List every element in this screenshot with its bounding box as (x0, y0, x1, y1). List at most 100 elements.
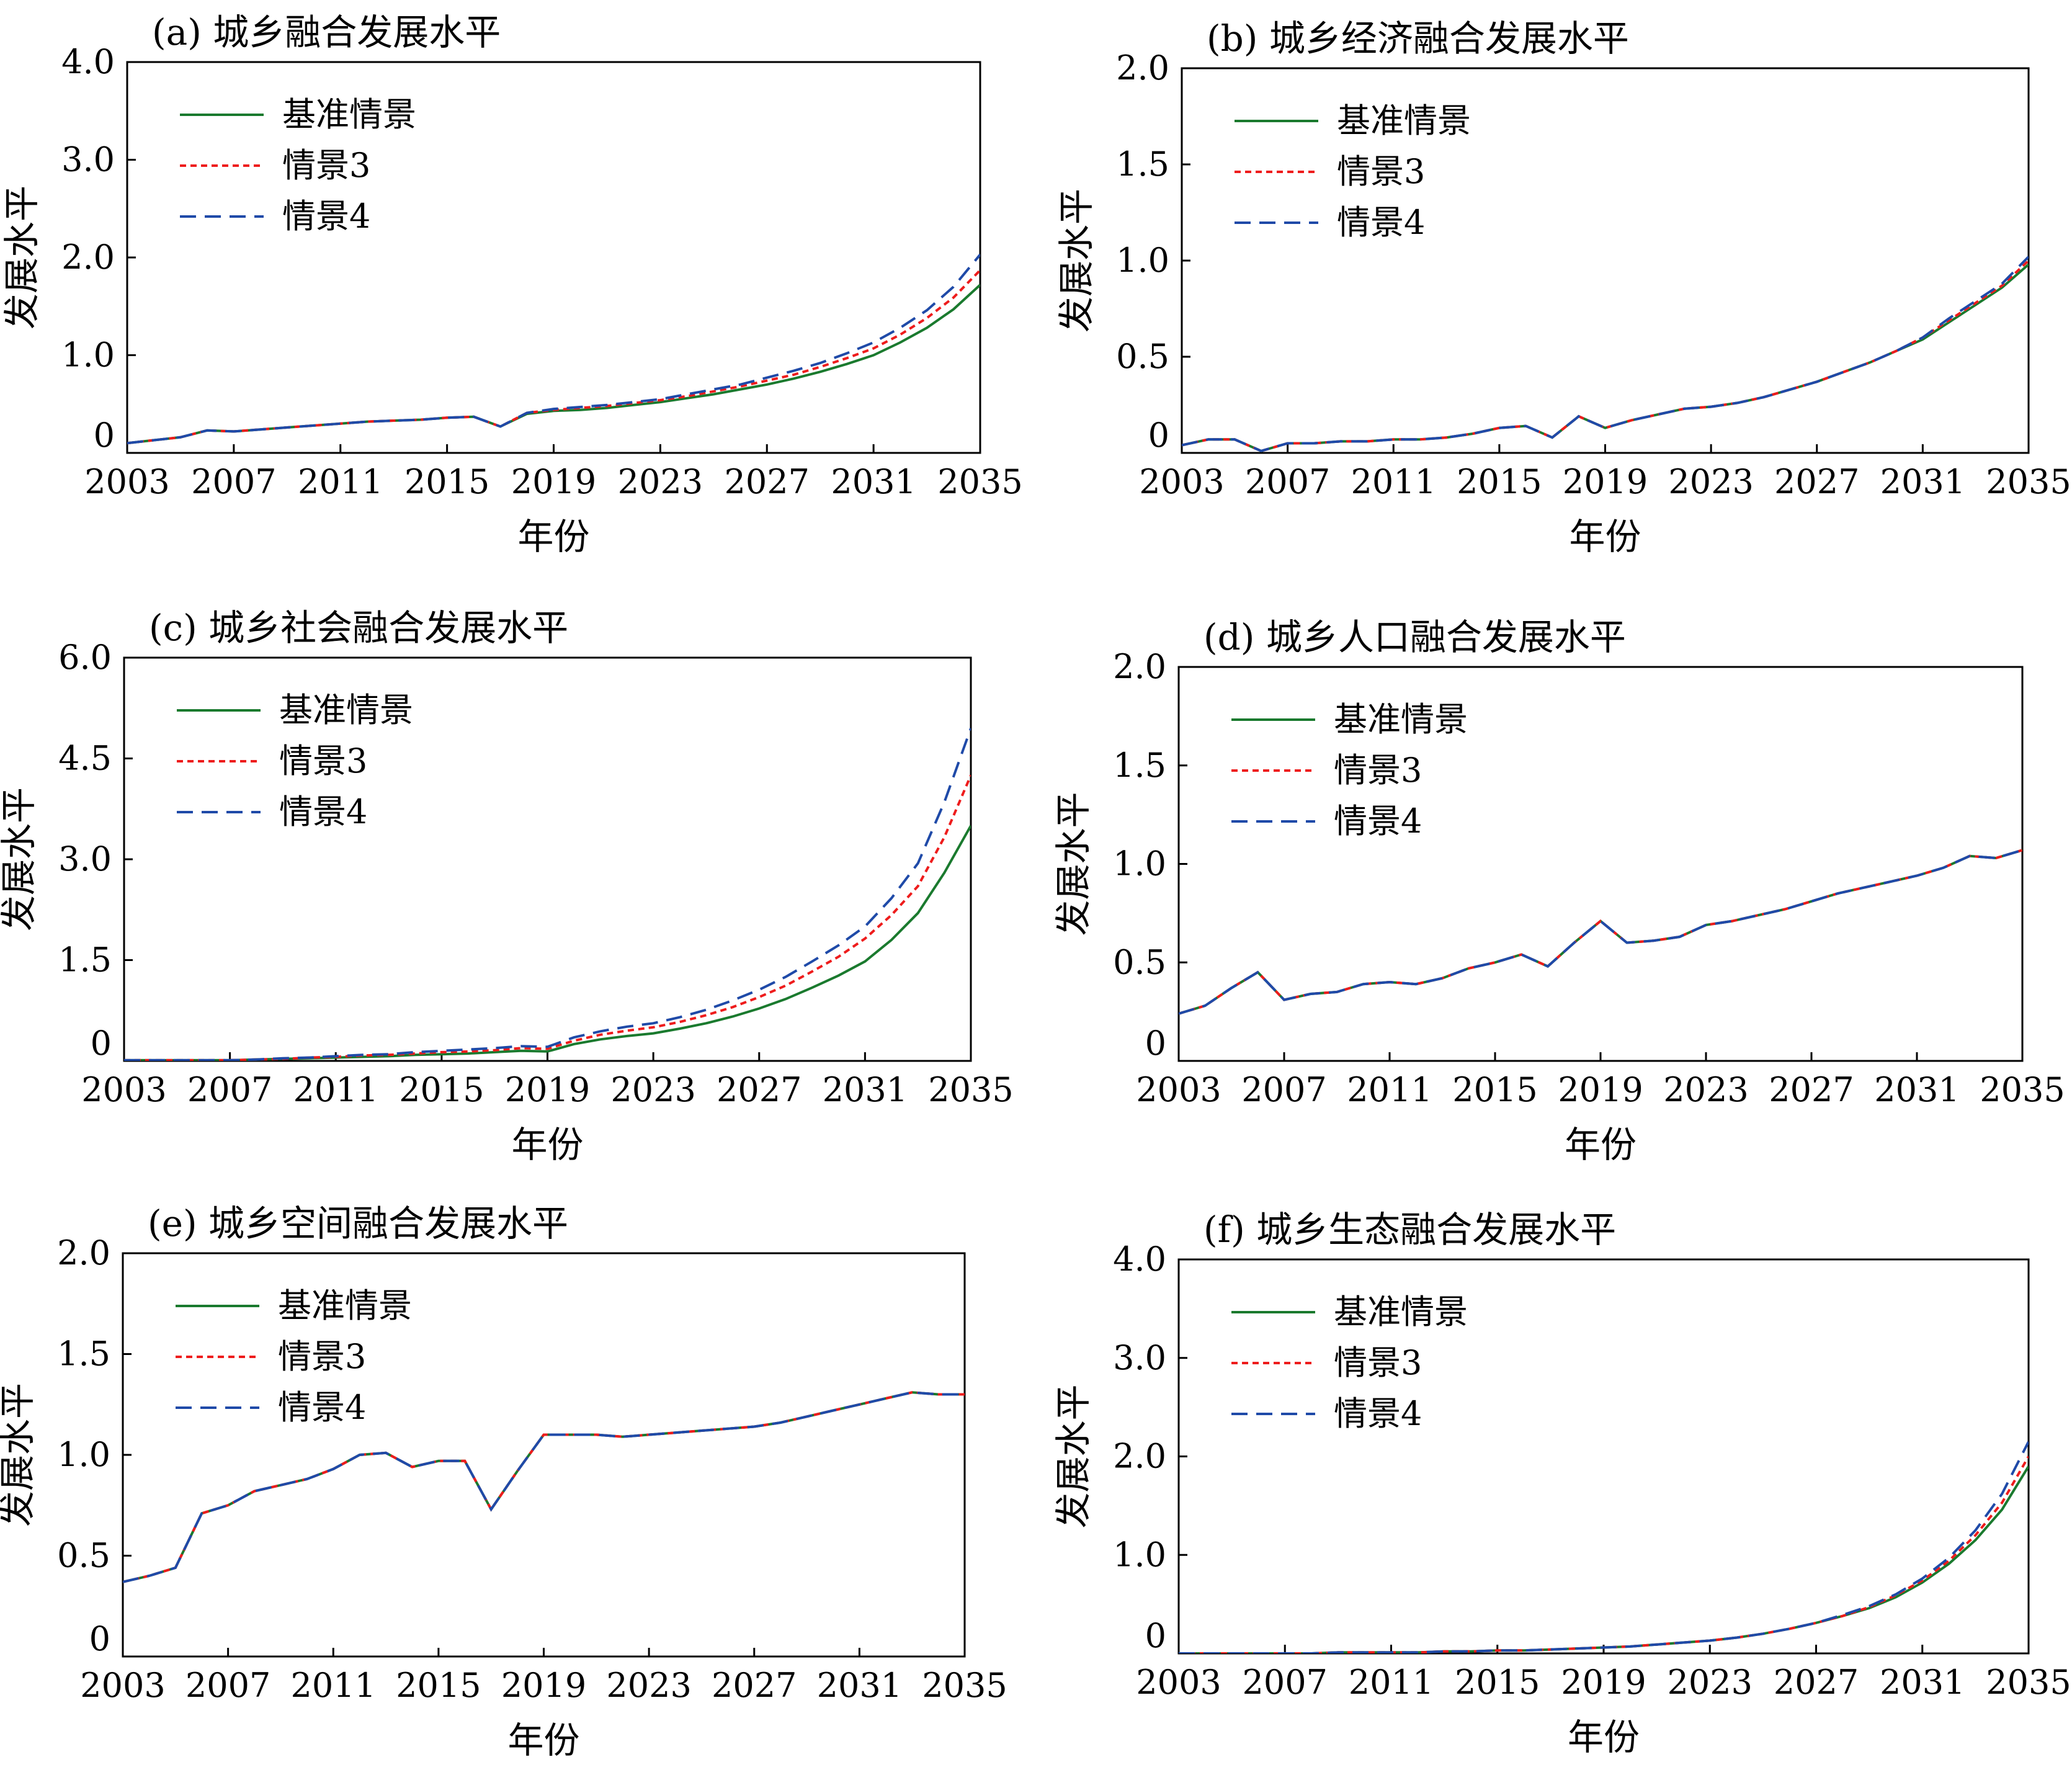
chart-panel: (b) 城乡经济融合发展水平 2003 2007 2011 2015 2019 2023 20… (1055, 17, 2071, 558)
x-tick-label: 2019 (1561, 1663, 1646, 1702)
series-line (1179, 849, 2022, 1015)
x-tick-label: 2003 (1136, 1070, 1221, 1109)
x-tick-label: 2003 (80, 1666, 165, 1705)
legend-label: 情景3 (278, 1337, 366, 1376)
x-tick-label: 2031 (823, 1070, 908, 1109)
x-tick-label: 2027 (1774, 1663, 1859, 1702)
legend-label: 情景4 (282, 197, 370, 236)
y-tick-label: 2.0 (57, 1233, 110, 1272)
y-tick-label: 4.0 (61, 42, 115, 81)
y-tick-label: 3.0 (58, 839, 112, 879)
plot-frame (123, 656, 972, 1062)
plot-frame (1177, 666, 2024, 1062)
y-tick-label: 1.5 (58, 941, 112, 980)
y-axis-title: 发展水平 (1, 186, 43, 329)
x-tick-label: 2019 (511, 462, 596, 501)
x-tick-label: 2007 (185, 1666, 270, 1705)
x-tick-label: 2019 (501, 1666, 586, 1705)
x-axis-title: 年份 (517, 516, 589, 558)
x-axis-title: 年份 (1565, 1124, 1637, 1166)
x-tick-label: 2023 (606, 1666, 691, 1705)
x-tick-label: 2007 (1245, 462, 1330, 501)
x-tick-label: 2023 (1668, 1663, 1753, 1702)
y-tick-label: 0.5 (1113, 942, 1166, 981)
legend-label: 情景3 (1334, 751, 1422, 790)
chart-title: (a) 城乡融合发展水平 (152, 11, 501, 53)
y-tick-label: 1.5 (1116, 145, 1169, 184)
x-tick-label: 2011 (298, 462, 383, 501)
y-axis-title: 发展水平 (1055, 189, 1097, 333)
x-tick-label: 2031 (831, 462, 916, 501)
x-tick-label: 2015 (396, 1666, 481, 1705)
legend-label: 基准情景 (279, 691, 413, 730)
legend-label: 情景4 (279, 792, 367, 831)
series-line (1179, 849, 2022, 1015)
y-tick-label: 0 (94, 416, 115, 455)
y-tick-label: 2.0 (61, 238, 115, 277)
x-tick-label: 2007 (1241, 1070, 1326, 1109)
series-line (124, 774, 971, 1061)
series-line (123, 1391, 965, 1583)
y-tick-label: 1.5 (1113, 746, 1166, 785)
x-tick-label: 2015 (404, 462, 489, 501)
x-tick-label: 2031 (1880, 1663, 1965, 1702)
legend-label: 情景3 (279, 741, 367, 780)
x-tick-label: 2011 (1349, 1663, 1434, 1702)
series-line (127, 269, 980, 445)
legend-label: 基准情景 (1334, 700, 1468, 739)
chart-panel: (c) 城乡社会融合发展水平 2003 2007 2011 2015 2019 2023 20… (0, 607, 1014, 1166)
plot-frame (122, 1252, 966, 1658)
y-tick-label: 1.5 (57, 1335, 110, 1374)
y-tick-label: 4.5 (58, 739, 112, 778)
x-tick-label: 2015 (1455, 1663, 1540, 1702)
legend-label: 情景3 (1334, 1343, 1422, 1382)
x-tick-label: 2035 (1986, 1663, 2071, 1702)
chart-panel: (f) 城乡生态融合发展水平 2003 2007 2011 2015 2019 2023 20… (1052, 1209, 2071, 1758)
plot-frame (1181, 67, 2030, 454)
y-tick-label: 1.0 (1113, 1535, 1166, 1574)
legend-label: 情景3 (282, 146, 370, 185)
plot-frame (126, 61, 981, 454)
y-tick-label: 0 (89, 1619, 110, 1658)
y-tick-label: 2.0 (1116, 48, 1169, 87)
x-tick-label: 2003 (1139, 462, 1224, 501)
x-tick-label: 2003 (81, 1070, 166, 1109)
x-axis-title: 年份 (1568, 1716, 1640, 1758)
series-line (127, 284, 980, 445)
legend-label: 情景4 (1337, 203, 1425, 242)
legend-label: 情景4 (1334, 1394, 1422, 1433)
y-tick-label: 0 (1145, 1616, 1166, 1655)
y-tick-label: 1.0 (57, 1435, 110, 1474)
x-tick-label: 2003 (1136, 1663, 1221, 1702)
chart-title: (b) 城乡经济融合发展水平 (1207, 17, 1629, 60)
x-axis-title: 年份 (511, 1124, 583, 1166)
chart-title: (f) 城乡生态融合发展水平 (1203, 1209, 1616, 1251)
legend-label: 情景3 (1337, 152, 1425, 191)
x-axis-title: 年份 (507, 1719, 579, 1761)
series-line (1182, 263, 2029, 453)
series-line (123, 1391, 965, 1583)
x-tick-label: 2031 (1880, 462, 1965, 501)
y-axis-title: 发展水平 (1052, 792, 1094, 936)
legend-label: 基准情景 (1334, 1292, 1468, 1331)
y-axis-title: 发展水平 (0, 1383, 38, 1527)
x-tick-label: 2027 (1774, 462, 1859, 501)
x-tick-label: 2023 (1668, 462, 1753, 501)
legend-label: 基准情景 (278, 1286, 412, 1325)
chart-title: (d) 城乡人口融合发展水平 (1203, 616, 1626, 658)
x-tick-label: 2011 (291, 1666, 376, 1705)
x-axis-title: 年份 (1569, 516, 1641, 558)
x-tick-label: 2011 (293, 1070, 378, 1109)
x-tick-label: 2031 (1874, 1070, 1959, 1109)
series-line (124, 728, 971, 1061)
x-tick-label: 2019 (505, 1070, 590, 1109)
legend-label: 情景4 (278, 1388, 366, 1427)
series-line (123, 1391, 965, 1583)
legend-label: 情景4 (1334, 802, 1422, 841)
x-tick-label: 2027 (717, 1070, 802, 1109)
